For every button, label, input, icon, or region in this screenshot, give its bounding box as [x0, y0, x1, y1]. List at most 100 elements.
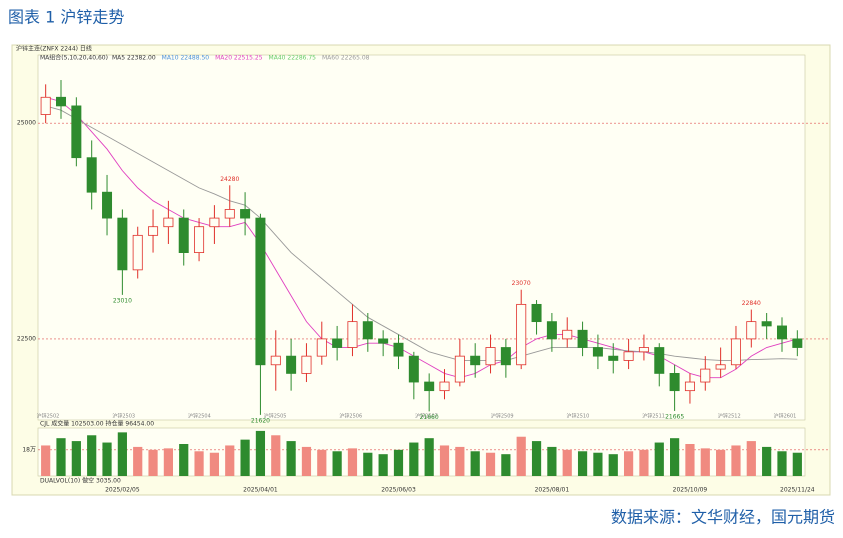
ma-legend-entry: MA40 22286.75	[269, 55, 317, 62]
volume-bar	[317, 449, 327, 476]
candle-body	[623, 351, 634, 361]
x-tick-label: 2025/04/01	[243, 487, 278, 494]
x-tick-label: 2025/06/03	[381, 487, 416, 494]
ma-legend-entry: MA60 22265.08	[322, 55, 370, 62]
volume-bar	[71, 441, 81, 476]
candle-body	[669, 373, 680, 392]
volume-bar	[117, 432, 127, 476]
volume-bar	[179, 444, 189, 476]
volume-bar	[255, 430, 266, 476]
x-tick-label: 2025/02/05	[105, 487, 140, 494]
volume-bar	[194, 451, 204, 476]
volume-bar	[455, 446, 465, 476]
candle-body	[608, 355, 619, 361]
volume-bar	[393, 449, 404, 476]
ma-line	[45, 96, 798, 379]
volume-bar	[225, 445, 235, 476]
volume-bar	[332, 451, 342, 476]
volume-bar	[347, 448, 358, 476]
volume-header: CJL 成交量 102503.00 持仓量 96454.00	[40, 420, 154, 428]
candle-body	[500, 347, 511, 366]
candle-body	[301, 355, 312, 374]
contract-label: 沪锌2504	[188, 413, 211, 420]
candle-body	[546, 321, 557, 340]
candle-body	[439, 381, 450, 392]
volume-bar	[209, 452, 220, 476]
candle-body	[102, 191, 113, 219]
contract-label: 沪锌2502	[37, 413, 60, 420]
candle-body	[454, 355, 465, 383]
volume-bar	[409, 442, 419, 476]
candle-body	[730, 338, 741, 366]
volume-bar	[424, 438, 434, 476]
candle-body	[163, 217, 174, 228]
candle-body	[86, 157, 97, 193]
contract-label: 沪锌2505	[264, 413, 287, 420]
candle-body	[178, 217, 189, 254]
chart-header: 沪锌主连(ZNFX 2244) 日线	[16, 45, 92, 53]
volume-bar	[439, 445, 450, 476]
candle-body	[562, 329, 573, 340]
volume-bar	[133, 446, 143, 476]
volume-bar	[608, 454, 618, 476]
candle-body	[485, 347, 496, 366]
page-title: 图表 1 沪锌走势	[8, 8, 124, 27]
candle-body	[148, 226, 159, 236]
y-tick-label: 22500	[17, 335, 36, 342]
extreme-label: 23070	[512, 280, 531, 287]
volume-bar	[716, 449, 726, 476]
candle-body	[393, 342, 404, 357]
candle-body	[316, 338, 327, 357]
candle-body	[638, 347, 649, 353]
candle-body	[240, 209, 251, 219]
volume-bar	[148, 449, 158, 476]
candle-body	[286, 355, 297, 374]
x-tick-label: 2025/10/09	[673, 487, 708, 494]
volume-bar	[301, 446, 312, 476]
extreme-label: 21665	[665, 413, 684, 420]
volume-bar	[731, 445, 741, 476]
candle-body	[347, 321, 358, 348]
volume-bar	[670, 438, 680, 476]
candle-body	[209, 217, 220, 228]
candle-body	[362, 321, 373, 340]
candle-body	[700, 368, 711, 383]
volume-bar	[777, 451, 787, 476]
candle-body	[378, 338, 389, 344]
volume-bar	[547, 446, 557, 476]
x-tick-label: 2025/08/01	[535, 487, 570, 494]
volume-bar	[654, 442, 664, 476]
volume-bar	[470, 451, 480, 476]
contract-label: 沪锌2601	[774, 413, 797, 420]
volume-bar	[87, 435, 97, 476]
volume-bar	[286, 441, 296, 476]
volume-bar	[41, 445, 51, 476]
volume-tick-label: 18万	[22, 446, 36, 453]
candle-body	[684, 381, 695, 392]
volume-footer: DUALVOL(10) 做空 3035.00	[40, 477, 121, 485]
volume-bar	[639, 449, 649, 476]
candle-body	[577, 329, 588, 348]
candle-body	[132, 234, 143, 271]
volume-bar	[792, 452, 802, 476]
volume-bar	[102, 442, 112, 476]
candle-body	[792, 338, 803, 348]
ma-legend-entry: MA5 22382.00	[112, 55, 156, 62]
price-panel	[37, 54, 806, 421]
candle-body	[592, 347, 603, 357]
ma-label: MA组合(5,10,20,40,60)	[40, 54, 108, 62]
volume-bar	[531, 441, 542, 476]
volume-bar	[516, 436, 526, 476]
x-tick-label: 2025/11/24	[780, 487, 815, 494]
volume-bar	[700, 448, 710, 476]
extreme-label: 23010	[113, 297, 132, 304]
candle-body	[224, 209, 235, 219]
volume-bar	[685, 444, 695, 476]
extreme-label: 21620	[251, 417, 270, 424]
ma-legend-entry: MA20 22515.25	[215, 55, 263, 62]
volume-bar	[577, 451, 588, 476]
candle-body	[424, 381, 435, 392]
volume-bar	[378, 454, 388, 476]
candle-body	[332, 338, 343, 348]
